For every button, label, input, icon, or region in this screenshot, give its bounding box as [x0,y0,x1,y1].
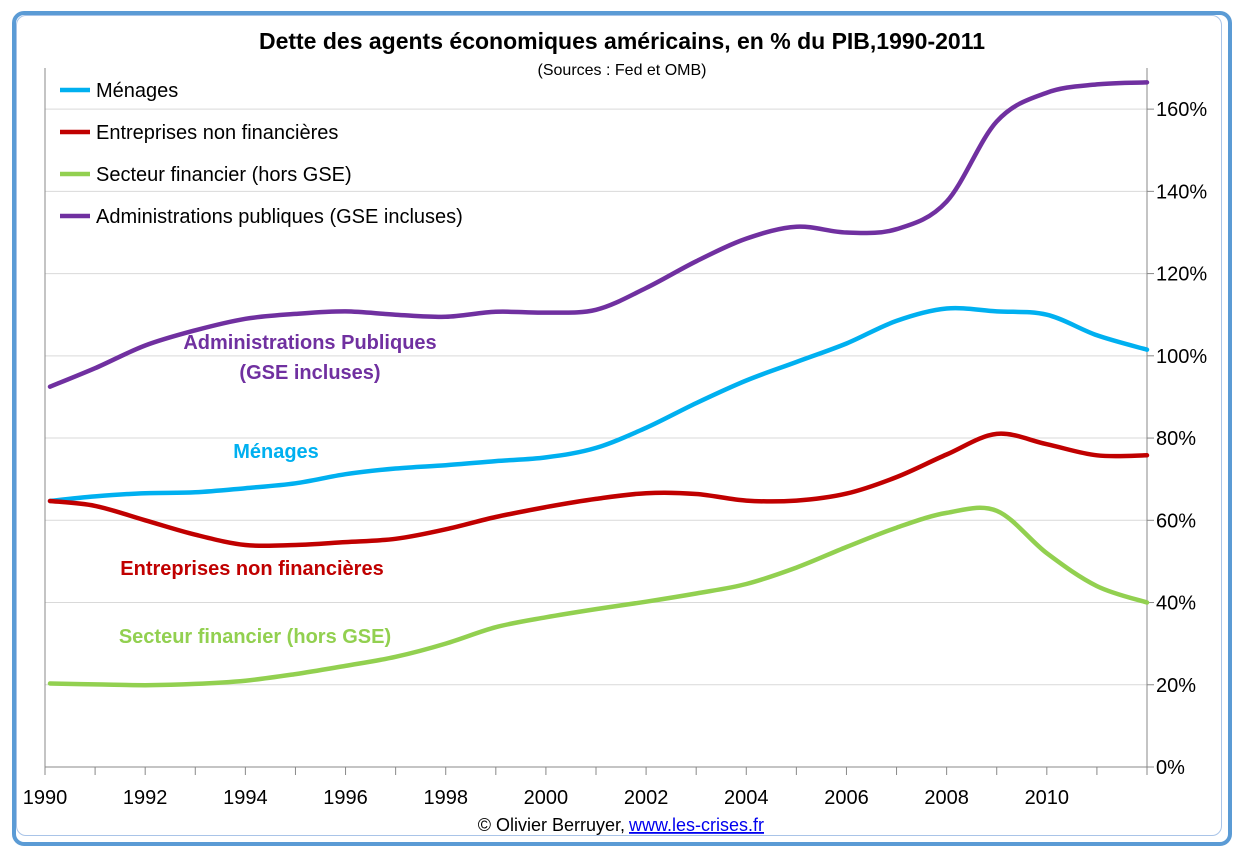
x-tick-label: 2004 [724,787,769,809]
footer: © Olivier Berruyer, www.les-crises.fr [478,815,764,835]
x-tick-label: 1994 [223,787,268,809]
x-tick-label: 2010 [1025,787,1070,809]
axes: 0% 20% 40% 60% 80% 100% 120% 140% 160% 1990 1992 19… [23,68,1207,809]
x-tick-label: 1998 [423,787,468,809]
chart-title: Dette des agents économiques américains,… [259,28,985,54]
y-tick-label: 100% [1156,346,1207,368]
series-lines [47,80,1150,688]
y-tick-label: 160% [1156,99,1207,121]
y-tick-label: 60% [1156,510,1196,532]
annotation-label: Ménages [233,441,319,463]
annotation-label: Secteur financier (hors GSE) [119,626,391,648]
series-line-menages [47,305,1150,504]
x-tick-label: 2008 [924,787,969,809]
chart-subtitle: (Sources : Fed et OMB) [538,62,707,79]
series-line-secteur-financier [47,505,1150,688]
annotation-label: Entreprises non financières [120,558,383,580]
annotation-label: (GSE incluses) [239,362,380,384]
y-tick-label: 20% [1156,675,1196,697]
annotations: Administrations Publiques (GSE incluses) M… [119,332,437,648]
legend-label: Ménages [96,80,178,102]
legend: Ménages Entreprises non financières Secteu… [60,80,463,228]
legend-label: Administrations publiques (GSE incluses) [96,206,463,228]
y-tick-label: 140% [1156,181,1207,203]
y-tick-label: 120% [1156,264,1207,286]
gridlines [45,108,1147,686]
series-line-entreprises [47,431,1150,549]
legend-label: Entreprises non financières [96,122,338,144]
y-tick-label: 40% [1156,593,1196,615]
x-tick-label: 2000 [524,787,569,809]
x-tick-label: 2002 [624,787,669,809]
series-line-administrations [47,80,1150,389]
annotation-label: Administrations Publiques [183,332,436,354]
legend-label: Secteur financier (hors GSE) [96,164,352,186]
x-tick-label: 1992 [123,787,168,809]
footer-copyright: © Olivier Berruyer, [478,815,625,835]
chart-frame [12,11,1232,846]
y-tick-label: 0% [1156,757,1185,779]
footer-link[interactable]: www.les-crises.fr [628,815,764,835]
y-tick-label: 80% [1156,428,1196,450]
x-tick-label: 1990 [23,787,68,809]
x-tick-label: 2006 [824,787,869,809]
x-tick-label: 1996 [323,787,368,809]
